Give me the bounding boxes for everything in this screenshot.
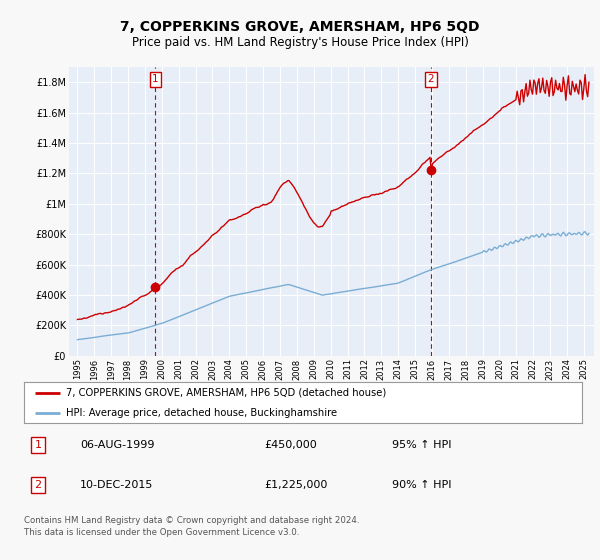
Text: This data is licensed under the Open Government Licence v3.0.: This data is licensed under the Open Gov… [24,528,299,537]
Text: Contains HM Land Registry data © Crown copyright and database right 2024.: Contains HM Land Registry data © Crown c… [24,516,359,525]
Text: £1,225,000: £1,225,000 [264,479,328,489]
Text: 7, COPPERKINS GROVE, AMERSHAM, HP6 5QD (detached house): 7, COPPERKINS GROVE, AMERSHAM, HP6 5QD (… [66,388,386,398]
Text: 90% ↑ HPI: 90% ↑ HPI [392,479,452,489]
Text: HPI: Average price, detached house, Buckinghamshire: HPI: Average price, detached house, Buck… [66,408,337,418]
Text: 1: 1 [152,74,159,85]
Text: 2: 2 [428,74,434,85]
Text: 2: 2 [34,479,41,489]
Text: £450,000: £450,000 [264,440,317,450]
Text: 7, COPPERKINS GROVE, AMERSHAM, HP6 5QD: 7, COPPERKINS GROVE, AMERSHAM, HP6 5QD [120,20,480,34]
Text: Price paid vs. HM Land Registry's House Price Index (HPI): Price paid vs. HM Land Registry's House … [131,36,469,49]
Text: 95% ↑ HPI: 95% ↑ HPI [392,440,452,450]
Text: 1: 1 [34,440,41,450]
Text: 10-DEC-2015: 10-DEC-2015 [80,479,153,489]
Text: 06-AUG-1999: 06-AUG-1999 [80,440,154,450]
